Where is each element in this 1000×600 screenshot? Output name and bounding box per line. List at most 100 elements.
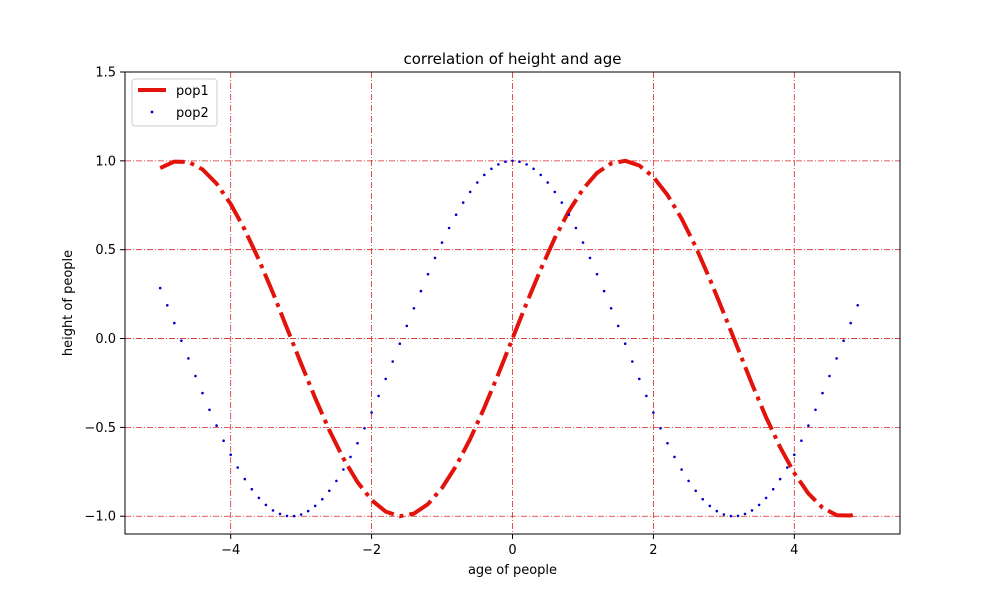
- series-pop2-point: [271, 509, 275, 512]
- series-pop2-point: [567, 213, 571, 216]
- y-axis-title: height of people: [61, 250, 76, 356]
- series-pop2-point: [807, 424, 810, 427]
- y-tick-label: 0.5: [95, 243, 116, 258]
- series-pop2-point: [321, 497, 324, 501]
- series-pop2-point: [454, 213, 458, 216]
- series-pop2-point: [299, 513, 303, 516]
- series-pop2-point: [623, 342, 627, 346]
- series-pop2-point: [546, 181, 549, 184]
- series-pop2-point: [342, 468, 345, 471]
- series-pop2-point: [518, 160, 521, 163]
- series-pop2-point: [468, 190, 472, 194]
- series-pop2-point: [856, 304, 859, 307]
- series-pop2-point: [539, 173, 542, 177]
- series-pop2-point: [363, 427, 366, 430]
- series-pop2-point: [243, 477, 247, 481]
- series-pop2-point: [701, 497, 704, 501]
- series-pop2-point: [778, 477, 782, 481]
- y-tick-label: −0.5: [84, 421, 116, 436]
- series-pop2-point: [208, 408, 211, 412]
- series-pop2-point: [440, 241, 444, 244]
- series-pop2-point: [250, 487, 254, 491]
- series-pop2-point: [264, 503, 268, 507]
- series-pop2-point: [511, 159, 514, 163]
- series-pop2-point: [764, 496, 768, 500]
- y-tick-label: 1.5: [95, 66, 116, 81]
- series-pop2-point: [222, 439, 225, 443]
- series-pop2-point: [828, 374, 831, 378]
- series-pop2-point: [560, 201, 564, 204]
- series-pop2-point: [645, 394, 648, 398]
- series-pop2-point: [771, 487, 775, 491]
- series-pop2-point: [659, 427, 662, 430]
- x-tick-label: 2: [649, 543, 657, 558]
- series-pop2-point: [588, 256, 592, 260]
- series-pop2-point: [461, 201, 465, 204]
- legend: pop1 pop2: [131, 78, 218, 127]
- series-pop2-point: [377, 394, 380, 398]
- series-pop2-point: [581, 241, 585, 244]
- series-pop2-point: [736, 514, 740, 518]
- legend-pop1-label: pop1: [176, 84, 209, 99]
- chart-title: correlation of height and age: [404, 50, 622, 68]
- series-pop2-point: [595, 272, 599, 276]
- series-pop2-point: [504, 160, 507, 163]
- series-pop2-point: [356, 441, 359, 445]
- series-pop2-point: [666, 441, 669, 445]
- plot-area: [158, 158, 859, 519]
- series-pop2-point: [257, 496, 261, 500]
- series-pop2-point: [525, 163, 528, 166]
- y-tick-label: 1.0: [95, 154, 116, 169]
- series-pop2-point: [793, 453, 796, 457]
- y-tick-label: 0.0: [95, 332, 116, 347]
- series-pop2-point: [842, 339, 845, 343]
- series-pop2-point: [729, 514, 733, 518]
- series-pop2-point: [786, 466, 789, 469]
- series-pop2-point: [201, 391, 204, 395]
- x-tick-label: 4: [790, 543, 798, 558]
- series-pop2-point: [602, 289, 606, 293]
- series-pop2-point: [574, 226, 578, 230]
- x-tick-label: −4: [221, 543, 240, 558]
- series-pop2-point: [694, 489, 697, 493]
- series-pop2-point: [638, 377, 641, 381]
- series-pop2-point: [532, 167, 535, 171]
- series-pop2-point: [166, 304, 169, 307]
- series-pop2-point: [328, 489, 331, 493]
- series-pop2-point: [426, 272, 430, 276]
- series-pop2-point: [187, 357, 190, 360]
- x-axis-title: age of people: [468, 563, 557, 578]
- series-pop2-point: [384, 377, 388, 381]
- series-pop2-point: [419, 289, 423, 293]
- series-pop2-point: [398, 342, 402, 346]
- series-pop2-point: [750, 509, 754, 512]
- series-pop2-point: [616, 324, 620, 328]
- series-pop1-line: [159, 158, 859, 519]
- series-pop2-point: [490, 167, 493, 171]
- series-pop2-point: [708, 504, 712, 508]
- series-pop2-point: [349, 455, 352, 459]
- series-pop2-point: [194, 374, 197, 378]
- series-pop2-point: [483, 173, 486, 177]
- series-pop2-point: [391, 360, 395, 363]
- x-tick-label: 0: [508, 543, 516, 558]
- series-pop2-point: [306, 509, 310, 513]
- series-pop2-point: [715, 509, 719, 513]
- series-pop2-point: [476, 181, 479, 184]
- series-pop2-point: [215, 424, 218, 427]
- series-pop2-point: [757, 503, 761, 507]
- legend-pop2-label: pop2: [176, 106, 209, 121]
- series-pop2-point: [609, 307, 613, 310]
- series-pop2-point: [313, 504, 317, 508]
- series-pop2-point: [285, 514, 289, 518]
- series-pop2-point: [687, 479, 690, 483]
- series-pop2-point: [412, 307, 416, 310]
- series-pop2-point: [447, 226, 451, 230]
- series-pop2-point: [229, 453, 232, 457]
- series-pop2-point: [433, 256, 437, 260]
- series-pop2-point: [722, 513, 726, 516]
- series-pop2-point: [680, 468, 683, 471]
- series-pop2-point: [335, 479, 338, 483]
- legend-pop2-swatch: [150, 110, 154, 114]
